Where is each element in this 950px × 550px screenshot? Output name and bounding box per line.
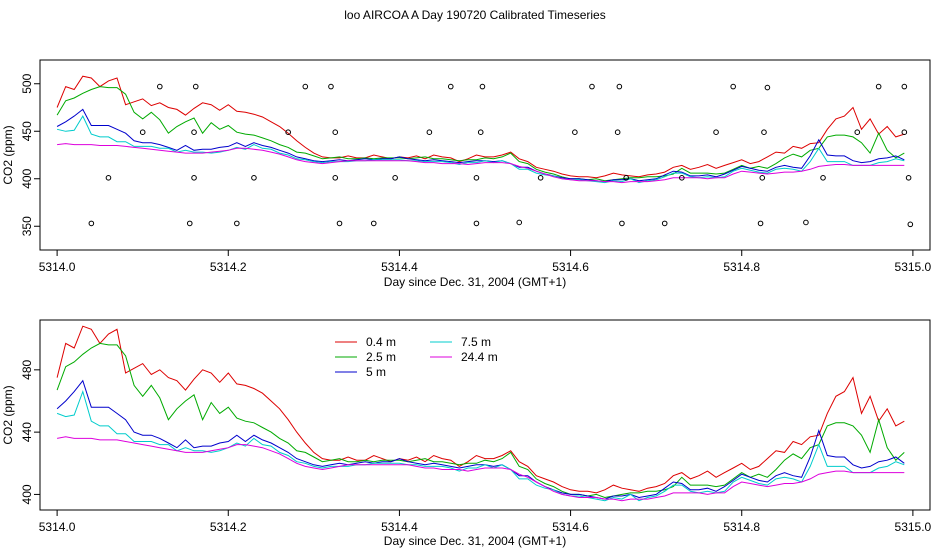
bottom-x-tick-label: 5314.8 xyxy=(723,520,760,534)
top-x-tick-label: 5314.4 xyxy=(381,260,418,274)
top-scatter-point xyxy=(88,220,95,227)
top-scatter-point xyxy=(516,219,523,226)
top-scatter-point xyxy=(332,175,339,181)
top-scatter-point xyxy=(854,129,861,135)
top-scatter-point xyxy=(679,175,685,181)
top-scatter-point xyxy=(302,83,309,90)
bottom-chart-axes: 5314.0 5314.2 5314.4 5314.6 5314.8 5315.0 400 4… xyxy=(20,360,932,534)
top-x-tick-label: 5315.0 xyxy=(895,260,932,274)
top-scatter-point xyxy=(139,129,146,135)
top-x-tick-label: 5314.8 xyxy=(723,260,760,274)
bottom-series-0-4-m-line xyxy=(56,325,905,494)
top-scatter-point xyxy=(572,129,578,135)
top-scatter-point xyxy=(616,83,623,90)
top-scatter-point xyxy=(332,129,339,135)
top-series-5-m-line xyxy=(56,108,905,183)
bottom-x-tick-label: 5314.6 xyxy=(552,520,589,534)
top-scatter-point xyxy=(392,175,398,181)
legend-label: 7.5 m xyxy=(461,335,491,349)
top-scatter-point xyxy=(761,129,767,135)
legend-label: 0.4 m xyxy=(366,335,396,349)
legend-label: 5 m xyxy=(366,365,386,379)
bottom-series-2-5-m-line xyxy=(56,342,905,499)
top-scatter-point xyxy=(901,83,908,90)
top-scatter-point xyxy=(191,175,197,181)
top-scatter-point xyxy=(759,175,766,181)
top-scatter-point xyxy=(623,175,630,181)
bottom-series-24-4-m-line xyxy=(57,436,905,502)
top-scatter-point xyxy=(426,129,433,135)
top-x-axis-label: Day since Dec. 31, 2004 (GMT+1) xyxy=(384,275,566,289)
top-scatter-point xyxy=(157,83,163,90)
top-scatter-point xyxy=(370,220,377,227)
top-chart-axes: 5314.0 5314.2 5314.4 5314.6 5314.8 5315.0 350 4… xyxy=(20,73,932,274)
bottom-y-tick-label: 400 xyxy=(20,484,34,504)
top-scatter-point xyxy=(328,83,334,90)
bottom-x-tick-label: 5314.2 xyxy=(210,520,247,534)
legend-label: 24.4 m xyxy=(461,350,498,364)
bottom-chart: 5314.0 5314.2 5314.4 5314.6 5314.8 5315.0 400 4… xyxy=(1,319,932,548)
bottom-x-axis-label: Day since Dec. 31, 2004 (GMT+1) xyxy=(384,534,566,548)
legend: 0.4 m2.5 m5 m 7.5 m24.4 m xyxy=(335,335,498,379)
top-scatter-point xyxy=(336,220,343,227)
top-scatter-point xyxy=(907,221,914,228)
bottom-y-tick-label: 440 xyxy=(20,422,34,442)
top-y-tick-label: 500 xyxy=(20,73,34,93)
top-x-tick-label: 5314.6 xyxy=(552,260,589,274)
top-scatter-point xyxy=(713,129,719,135)
top-scatter-point xyxy=(905,175,912,181)
bottom-plot-frame xyxy=(39,319,931,511)
top-series-0-4-m-line xyxy=(56,75,905,179)
top-scatter-point xyxy=(537,175,544,181)
top-scatter-point xyxy=(191,129,197,135)
bottom-x-tick-label: 5315.0 xyxy=(895,520,932,534)
top-scatter-point xyxy=(186,220,193,227)
top-scatter-point xyxy=(477,129,484,135)
top-series-24-4-m-line xyxy=(57,143,905,184)
top-scatter-point xyxy=(285,129,291,135)
top-chart: 5314.0 5314.2 5314.4 5314.6 5314.8 5315.0 350 4… xyxy=(1,59,932,289)
top-plot-frame xyxy=(39,59,931,251)
bottom-series-7-5-m-line xyxy=(56,389,905,502)
top-y-axis-label: CO2 (ppm) xyxy=(1,125,15,184)
top-series-2-5-m-line xyxy=(56,86,905,182)
bottom-chart-marks xyxy=(56,325,905,502)
bottom-x-tick-label: 5314.0 xyxy=(39,520,76,534)
top-scatter-point xyxy=(447,83,454,90)
top-y-tick-label: 350 xyxy=(20,216,34,236)
top-scatter-point xyxy=(803,219,809,226)
top-scatter-point xyxy=(901,129,908,135)
top-scatter-point xyxy=(234,220,240,227)
legend-label: 2.5 m xyxy=(366,350,396,364)
top-scatter-point xyxy=(614,129,621,135)
top-x-tick-label: 5314.0 xyxy=(39,260,76,274)
top-y-tick-label: 450 xyxy=(20,121,34,141)
top-chart-marks xyxy=(56,75,914,228)
top-scatter-point xyxy=(661,220,668,227)
top-series-7-5-m-line xyxy=(56,115,905,184)
page-title: loo AIRCOA A Day 190720 Calibrated Times… xyxy=(344,8,605,22)
top-scatter-point xyxy=(619,220,625,227)
top-x-tick-label: 5314.2 xyxy=(210,260,247,274)
top-scatter-point xyxy=(875,83,882,90)
top-scatter-point xyxy=(473,175,480,181)
top-scatter-point xyxy=(105,175,112,181)
top-scatter-point xyxy=(730,83,736,90)
top-scatter-point xyxy=(820,175,826,181)
bottom-y-axis-label: CO2 (ppm) xyxy=(1,385,15,444)
top-scatter-point xyxy=(192,83,199,90)
bottom-y-tick-label: 480 xyxy=(20,360,34,380)
top-scatter-point xyxy=(251,175,257,181)
top-y-tick-label: 400 xyxy=(20,168,34,188)
top-scatter-point xyxy=(764,84,771,91)
top-scatter-point xyxy=(473,220,480,227)
bottom-series-5-m-line xyxy=(56,379,905,500)
bottom-x-tick-label: 5314.4 xyxy=(381,520,418,534)
top-scatter-point xyxy=(757,220,764,227)
top-scatter-point xyxy=(589,83,595,90)
top-scatter-point xyxy=(479,83,486,90)
